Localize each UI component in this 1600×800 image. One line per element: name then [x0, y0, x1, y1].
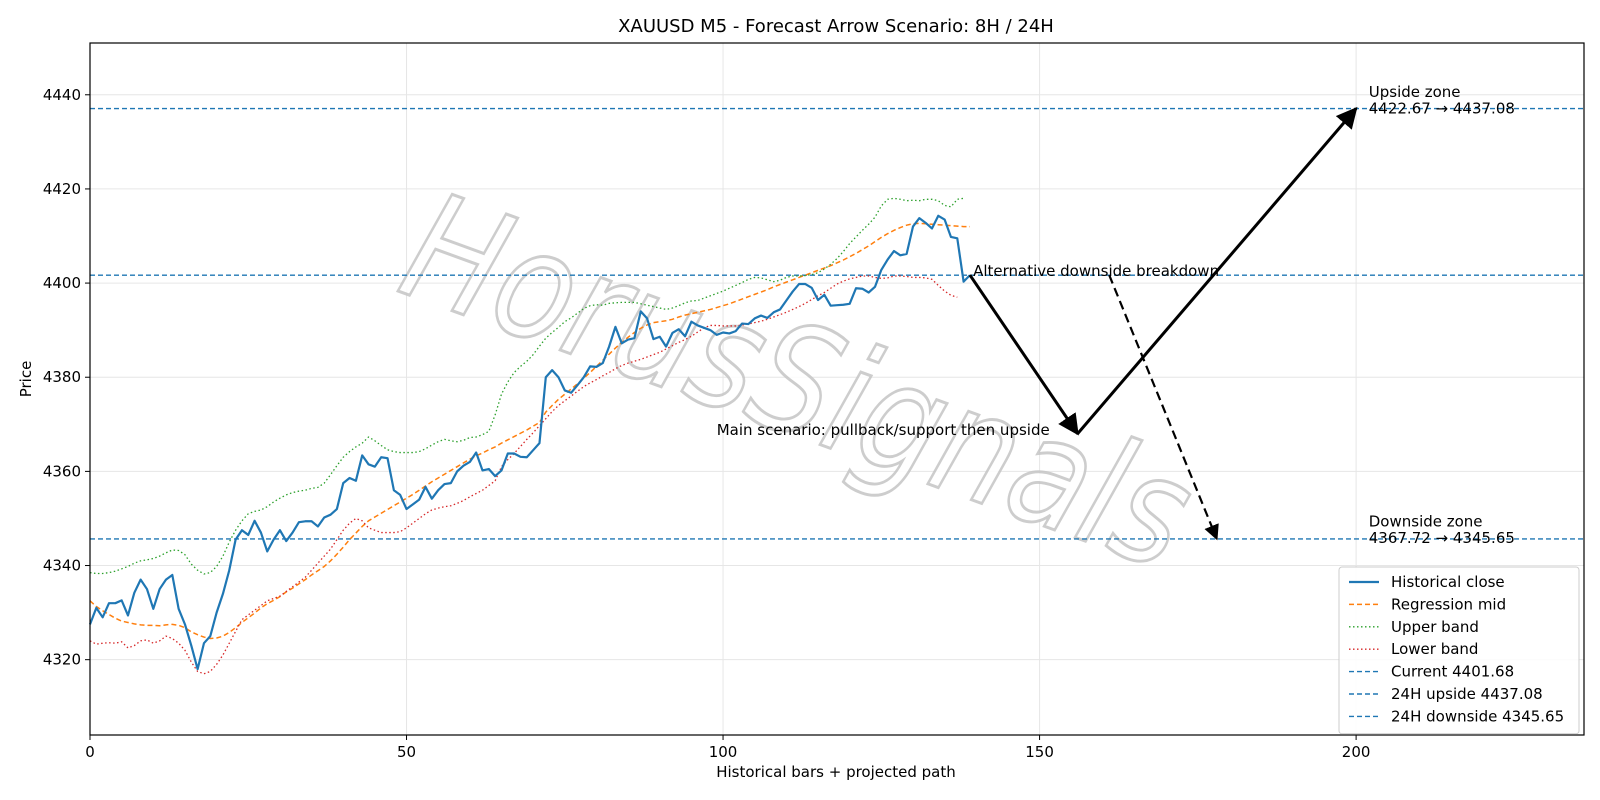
annotation-alt: Alternative downside breakdown [973, 262, 1219, 280]
x-tick-label: 200 [1342, 743, 1371, 761]
plot-frame [89, 42, 1585, 736]
annotation-up2: 4422.67 → 4437.08 [1369, 100, 1515, 118]
x-tick-label: 150 [1025, 743, 1054, 761]
legend: Historical close Regression mid Upper band… [1338, 566, 1580, 735]
x-tick-label: 100 [709, 743, 738, 761]
chart-title: XAUUSD M5 - Forecast Arrow Scenario: 8H … [618, 16, 1054, 37]
y-tick-label: 4400 [43, 274, 81, 292]
annotation-main: Main scenario: pullback/support then ups… [717, 421, 1050, 439]
series-line [89, 197, 964, 575]
legend-label: Lower band [1391, 640, 1478, 658]
grid [89, 43, 1584, 735]
watermark: HorusSignals [382, 160, 1212, 604]
forecast-arrow [968, 274, 1079, 436]
legend-label: 24H upside 4437.08 [1391, 685, 1543, 703]
annotation-dn1: Downside zone [1369, 512, 1483, 530]
reference-lines [90, 107, 1584, 540]
series-line [89, 222, 970, 640]
y-tick-label: 4320 [43, 651, 81, 669]
y-tick-label: 4340 [43, 557, 81, 575]
y-tick-label: 4360 [43, 462, 81, 480]
legend-label: Historical close [1391, 573, 1505, 591]
legend-label: Current 4401.68 [1391, 663, 1514, 681]
axis-ticks: 0 50 100 150 200 4320 4340 4360 4380 4400 4420 4440 [43, 86, 1371, 761]
y-tick-label: 4440 [43, 86, 81, 104]
y-axis-label: Price [17, 361, 35, 398]
x-tick-label: 50 [397, 743, 416, 761]
x-tick-label: 0 [85, 743, 95, 761]
series-line [89, 275, 958, 675]
x-axis-label: Historical bars + projected path [716, 763, 956, 781]
legend-box [1338, 566, 1580, 735]
series-lines [88, 197, 971, 675]
annotations: Main scenario: pullback/support then ups… [717, 83, 1515, 547]
legend-label: Regression mid [1391, 595, 1506, 613]
forecast-arrow [1108, 274, 1219, 541]
watermark-layer: HorusSignals [381, 159, 1214, 606]
annotation-dn2: 4367.72 → 4345.65 [1369, 529, 1515, 547]
y-tick-label: 4380 [43, 368, 81, 386]
legend-label: Upper band [1391, 618, 1479, 636]
legend-label: 24H downside 4345.65 [1391, 707, 1564, 725]
annotation-up1: Upside zone [1369, 83, 1461, 101]
series-line [88, 214, 971, 671]
forecast-arrows [968, 106, 1358, 541]
forecast-arrow [1076, 106, 1358, 435]
y-tick-label: 4420 [43, 180, 81, 198]
